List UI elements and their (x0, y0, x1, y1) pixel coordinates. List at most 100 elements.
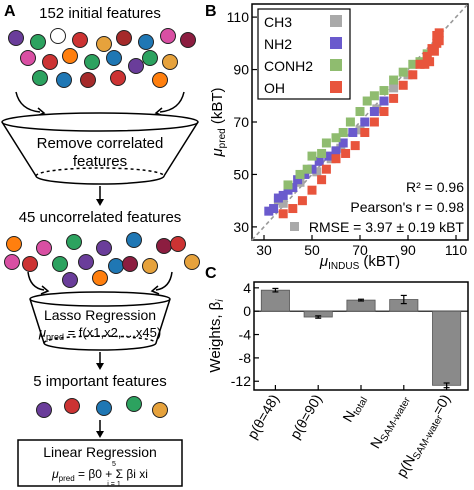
scatter-point-ch3 (278, 198, 288, 208)
y-tick-label: 110 (227, 9, 250, 25)
scatter-point-oh (341, 148, 351, 158)
feature-dot (32, 70, 48, 86)
legend-swatch-conh2 (330, 59, 342, 71)
scatter-point-oh (369, 117, 379, 127)
feature-dot (152, 402, 168, 418)
x-tick-label: 70 (352, 242, 368, 258)
funnel-1-line-1: Remove correlated (37, 135, 164, 152)
feature-dot (156, 238, 172, 254)
initial-features-dots (8, 28, 196, 88)
scatter-legend: CH3 NH2 CONH2 OH (257, 8, 351, 100)
step-1-label: 152 initial features (39, 5, 161, 22)
sum-lower-limit: i = 1 (107, 481, 121, 488)
funnel-2-formula: μpred = f(x1,x2,...,x45) (38, 325, 161, 342)
scatter-point-nh2 (348, 127, 358, 137)
scatter-point-oh (331, 154, 341, 164)
feature-dot (116, 30, 132, 46)
scatter-point-ch3 (389, 83, 399, 93)
scatter-point-conh2 (317, 148, 327, 158)
y-tick-label: -8 (239, 350, 252, 366)
feature-dot (80, 72, 96, 88)
scatter-point-nh2 (288, 183, 298, 193)
y-tick-label: 70 (233, 114, 249, 130)
step-3-label: 5 important features (33, 373, 166, 390)
scatter-point-oh (350, 141, 360, 151)
scatter-point-conh2 (362, 96, 372, 106)
feature-dot (66, 234, 82, 250)
sum-upper-limit: 5 (112, 461, 116, 468)
scatter-point-oh (379, 107, 389, 117)
bar-category-labels: p(θ=48) p(θ=90) NtotalNSAM-waterp(NSAM-wat… (244, 392, 453, 480)
scatter-point-oh (429, 46, 439, 56)
feature-dot (4, 254, 20, 270)
feature-dot (128, 58, 144, 74)
feature-dot (36, 402, 52, 418)
scatter-point-ch3 (312, 167, 322, 177)
bar-panel: 4 0 -4 -8 -12 Weights, βi p(θ=48) p(θ=90) Ntot… (207, 280, 469, 480)
scatter-point-oh (307, 185, 317, 195)
feature-dot (106, 50, 122, 66)
scatter-point-conh2 (379, 86, 389, 96)
scatter-axis-ticks: 30 50 70 90 110 30 50 70 90 110 (227, 9, 468, 258)
scatter-point-conh2 (355, 107, 365, 117)
important-features-dots (36, 396, 168, 418)
bar (432, 310, 462, 386)
feature-dot (152, 72, 168, 88)
scatter-point-nh2 (283, 185, 293, 195)
feature-dot (62, 272, 78, 288)
scatter-point-conh2 (389, 75, 399, 85)
legend-label-conh2: CONH2 (264, 58, 313, 74)
scatter-point-oh (278, 209, 288, 219)
feature-dot (42, 54, 58, 70)
arrow-left-1 (15, 91, 41, 113)
feature-dot (30, 34, 46, 50)
funnel-lasso-regression: Lasso Regression μpred = f(x1,x2,...,x45… (29, 291, 171, 351)
scatter-point-conh2 (398, 67, 408, 77)
scatter-point-oh (297, 196, 307, 206)
scatter-point-conh2 (369, 91, 379, 101)
scatter-point-oh (415, 59, 425, 69)
scatter-point-nh2 (307, 164, 317, 174)
y-tick-label: -4 (239, 327, 252, 343)
funnel-remove-correlated: Remove correlated features (1, 112, 199, 185)
scatter-point-oh (288, 204, 298, 214)
scatter-point-nh2 (331, 146, 341, 156)
feature-dot (92, 270, 108, 286)
workflow-diagram: 152 initial features Remove correlated f… (1, 5, 200, 488)
legend-label-ch3: CH3 (264, 14, 292, 30)
feature-dot (138, 34, 154, 50)
scatter-point-nh2 (338, 138, 348, 148)
x-tick-label: 110 (445, 242, 468, 258)
feature-dot (162, 54, 178, 70)
stat-r2: R² = 0.96 (406, 179, 464, 195)
scatter-point-oh (389, 93, 399, 103)
legend-swatch-ch3 (330, 15, 342, 27)
scatter-point-nh2 (324, 151, 334, 161)
box-title: Linear Regression (43, 444, 157, 460)
feature-dot (20, 50, 36, 66)
y-tick-label: 4 (243, 280, 251, 296)
scatter-point-conh2 (331, 133, 341, 143)
scatter-point-conh2 (283, 180, 293, 190)
scatter-point-conh2 (345, 117, 355, 127)
scatter-point-nh2 (369, 107, 379, 117)
scatter-point-nh2 (360, 117, 370, 127)
scatter-point-oh (321, 164, 331, 174)
legend-swatch-nh2 (330, 37, 342, 49)
stat-rmse: RMSE = 3.97 ± 0.19 kBT (309, 219, 465, 235)
bar-y-axis-label: Weights, βi (207, 299, 226, 373)
feature-dot (96, 36, 112, 52)
scatter-point-nh2 (300, 169, 310, 179)
panel-label-c: C (205, 265, 217, 282)
feature-dot (160, 28, 176, 44)
feature-dot (36, 240, 52, 256)
scatter-point-conh2 (307, 151, 317, 161)
x-tick-label: 50 (304, 242, 320, 258)
scatter-point-oh (317, 175, 327, 185)
stat-pearson: Pearson's r = 0.98 (350, 199, 464, 215)
panel-label-b: B (205, 3, 217, 20)
scatter-point-ch3 (355, 125, 365, 135)
scatter-point-conh2 (295, 169, 305, 179)
feature-dot (8, 30, 24, 46)
